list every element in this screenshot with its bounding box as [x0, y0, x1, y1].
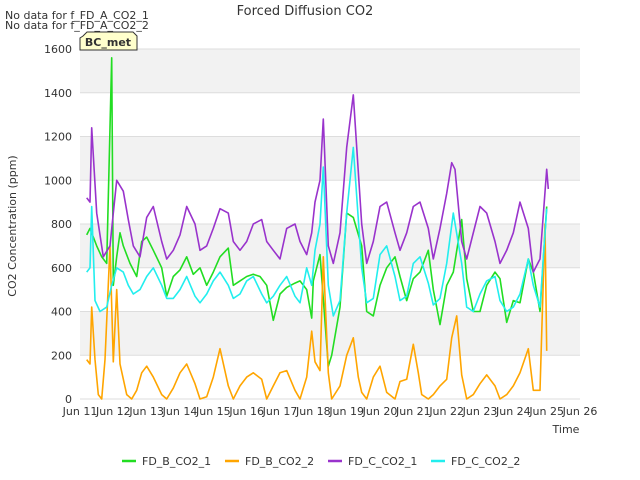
bc-met-label: BC_met	[85, 36, 131, 49]
series-lines	[85, 57, 550, 400]
x-tick-label: Jun 18	[295, 405, 331, 418]
x-tick-label: Jun 12	[95, 405, 131, 418]
y-tick-label: 400	[51, 306, 72, 319]
chart-title: Forced Diffusion CO2	[237, 4, 374, 19]
background-band	[80, 49, 580, 93]
y-tick-label: 600	[51, 262, 72, 275]
x-tick-label: Jun 17	[262, 405, 298, 418]
legend-item-fd-b-co2-2[interactable]: FD_B_CO2_2	[225, 455, 314, 468]
y-tick-label: 800	[51, 218, 72, 231]
legend-item-fd-b-co2-1[interactable]: FD_B_CO2_1	[122, 455, 211, 468]
no-data-note-1: No data for f_FD_A_CO2_1	[5, 9, 149, 22]
x-tick-label: Jun 26	[562, 405, 598, 418]
no-data-note-2: No data for f_FD_A_CO2_2	[5, 19, 149, 32]
legend-label: FD_C_CO2_2	[451, 455, 520, 468]
background-band	[80, 311, 580, 356]
background-band	[80, 224, 580, 268]
x-tick-label: Jun 15	[195, 405, 231, 418]
legend-label: FD_B_CO2_2	[245, 455, 314, 468]
legend-label: FD_B_CO2_1	[142, 455, 211, 468]
legend-item-fd-c-co2-2[interactable]: FD_C_CO2_2	[431, 455, 520, 468]
series-line-fd-b-co2-2	[86, 223, 548, 400]
bc-met-badge[interactable]: BC_met	[79, 31, 138, 51]
x-tick-label: Jun 22	[428, 405, 464, 418]
x-tick-label: Jun 16	[228, 405, 264, 418]
background-band	[80, 136, 580, 181]
series-line-fd-c-co2-2	[86, 146, 548, 317]
y-tick-label: 1600	[44, 43, 72, 56]
x-axis-label: Time	[552, 423, 580, 436]
grid-lines	[80, 48, 580, 400]
x-tick-label: Jun 23	[462, 405, 498, 418]
x-tick-label: Jun 19	[328, 405, 364, 418]
legend-item-fd-c-co2-1[interactable]: FD_C_CO2_1	[328, 455, 417, 468]
y-tick-label: 1400	[44, 87, 72, 100]
legend: FD_B_CO2_1 FD_B_CO2_2 FD_C_CO2_1 FD_C_CO2_2	[122, 455, 520, 468]
x-tick-label: Jun 11	[62, 405, 98, 418]
y-axis-label: CO2 Concentration (ppm)	[6, 155, 19, 296]
x-tick-label: Jun 21	[395, 405, 431, 418]
x-tick-label: Jun 24	[495, 405, 531, 418]
x-tick-label: Jun 13	[128, 405, 164, 418]
x-tick-label: Jun 20	[362, 405, 398, 418]
y-tick-label: 200	[51, 349, 72, 362]
y-tick-label: 1000	[44, 174, 72, 187]
x-tick-label: Jun 25	[528, 405, 564, 418]
series-line-fd-c-co2-1	[86, 94, 550, 273]
legend-label: FD_C_CO2_1	[348, 455, 417, 468]
x-tick-label: Jun 14	[162, 405, 198, 418]
y-tick-label: 0	[65, 393, 72, 406]
y-tick-label: 1200	[44, 131, 72, 144]
